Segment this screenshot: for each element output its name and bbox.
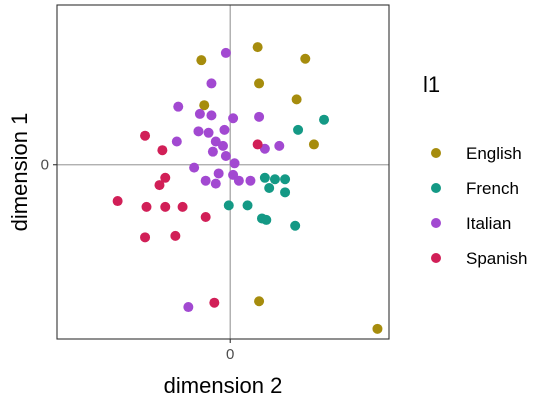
legend: English French Italian Spanish bbox=[431, 144, 527, 268]
point-french-11 bbox=[290, 220, 301, 231]
point-spanish-12 bbox=[209, 297, 220, 308]
data-points bbox=[112, 42, 383, 334]
point-italian-24 bbox=[245, 175, 256, 186]
point-italian-16 bbox=[220, 151, 231, 162]
point-spanish-7 bbox=[160, 201, 171, 212]
legend-key-spanish bbox=[431, 253, 441, 263]
point-french-4 bbox=[280, 174, 291, 185]
legend-key-english bbox=[431, 148, 441, 158]
point-french-6 bbox=[280, 187, 291, 198]
point-italian-14 bbox=[274, 140, 285, 151]
point-english-3 bbox=[254, 78, 265, 89]
point-italian-5 bbox=[228, 113, 239, 124]
point-italian-18 bbox=[189, 162, 200, 173]
legend-label-italian: Italian bbox=[466, 214, 511, 233]
plot-border bbox=[56, 4, 390, 340]
point-italian-15 bbox=[207, 146, 218, 157]
point-spanish-0 bbox=[140, 130, 151, 141]
point-french-2 bbox=[259, 172, 270, 183]
point-italian-3 bbox=[194, 108, 205, 119]
point-italian-1 bbox=[206, 78, 217, 89]
point-italian-7 bbox=[193, 126, 204, 137]
x-tick-label-0: 0 bbox=[226, 346, 234, 363]
point-italian-6 bbox=[254, 111, 265, 122]
point-french-7 bbox=[223, 200, 234, 211]
point-spanish-3 bbox=[154, 180, 165, 191]
legend-key-french bbox=[431, 183, 441, 193]
point-italian-19 bbox=[213, 168, 224, 179]
point-english-4 bbox=[291, 94, 302, 105]
point-italian-10 bbox=[171, 136, 182, 147]
point-italian-2 bbox=[173, 101, 184, 112]
point-french-1 bbox=[293, 124, 304, 135]
point-italian-0 bbox=[220, 47, 231, 58]
point-english-0 bbox=[196, 55, 207, 66]
point-spanish-6 bbox=[141, 201, 152, 212]
legend-label-spanish: Spanish bbox=[466, 249, 527, 268]
point-french-3 bbox=[269, 174, 280, 185]
point-italian-11 bbox=[210, 136, 221, 147]
point-spanish-5 bbox=[112, 196, 123, 207]
point-italian-4 bbox=[206, 110, 217, 121]
point-spanish-11 bbox=[170, 230, 181, 241]
y-axis-ticks: 0 bbox=[41, 157, 57, 174]
point-french-10 bbox=[261, 214, 272, 225]
point-french-0 bbox=[319, 114, 330, 125]
point-french-5 bbox=[264, 182, 275, 193]
point-english-1 bbox=[252, 42, 263, 53]
point-italian-22 bbox=[210, 178, 221, 189]
point-spanish-1 bbox=[157, 145, 168, 156]
point-italian-21 bbox=[200, 175, 211, 186]
point-italian-9 bbox=[219, 124, 230, 135]
point-english-7 bbox=[254, 296, 265, 307]
y-axis-title: dimension 1 bbox=[7, 113, 32, 232]
point-english-6 bbox=[308, 139, 319, 150]
point-italian-12 bbox=[218, 140, 228, 151]
legend-label-english: English bbox=[466, 144, 522, 163]
point-spanish-9 bbox=[200, 212, 211, 223]
point-italian-17 bbox=[229, 158, 240, 169]
legend-label-french: French bbox=[466, 179, 519, 198]
x-axis-ticks: 0 bbox=[226, 339, 234, 363]
point-english-5 bbox=[199, 100, 210, 111]
y-tick-label-0: 0 bbox=[41, 157, 49, 174]
point-english-2 bbox=[300, 53, 311, 64]
point-italian-23 bbox=[233, 175, 244, 186]
point-spanish-2 bbox=[160, 172, 171, 183]
point-italian-25 bbox=[183, 302, 194, 313]
point-english-8 bbox=[372, 323, 383, 334]
point-french-8 bbox=[242, 200, 253, 211]
point-italian-8 bbox=[203, 127, 214, 138]
point-spanish-10 bbox=[140, 232, 151, 243]
legend-title: l1 bbox=[423, 72, 440, 97]
point-spanish-4 bbox=[252, 139, 263, 150]
point-spanish-8 bbox=[177, 201, 188, 212]
x-axis-title: dimension 2 bbox=[164, 373, 283, 398]
legend-key-italian bbox=[431, 218, 441, 228]
point-italian-13 bbox=[259, 143, 270, 154]
